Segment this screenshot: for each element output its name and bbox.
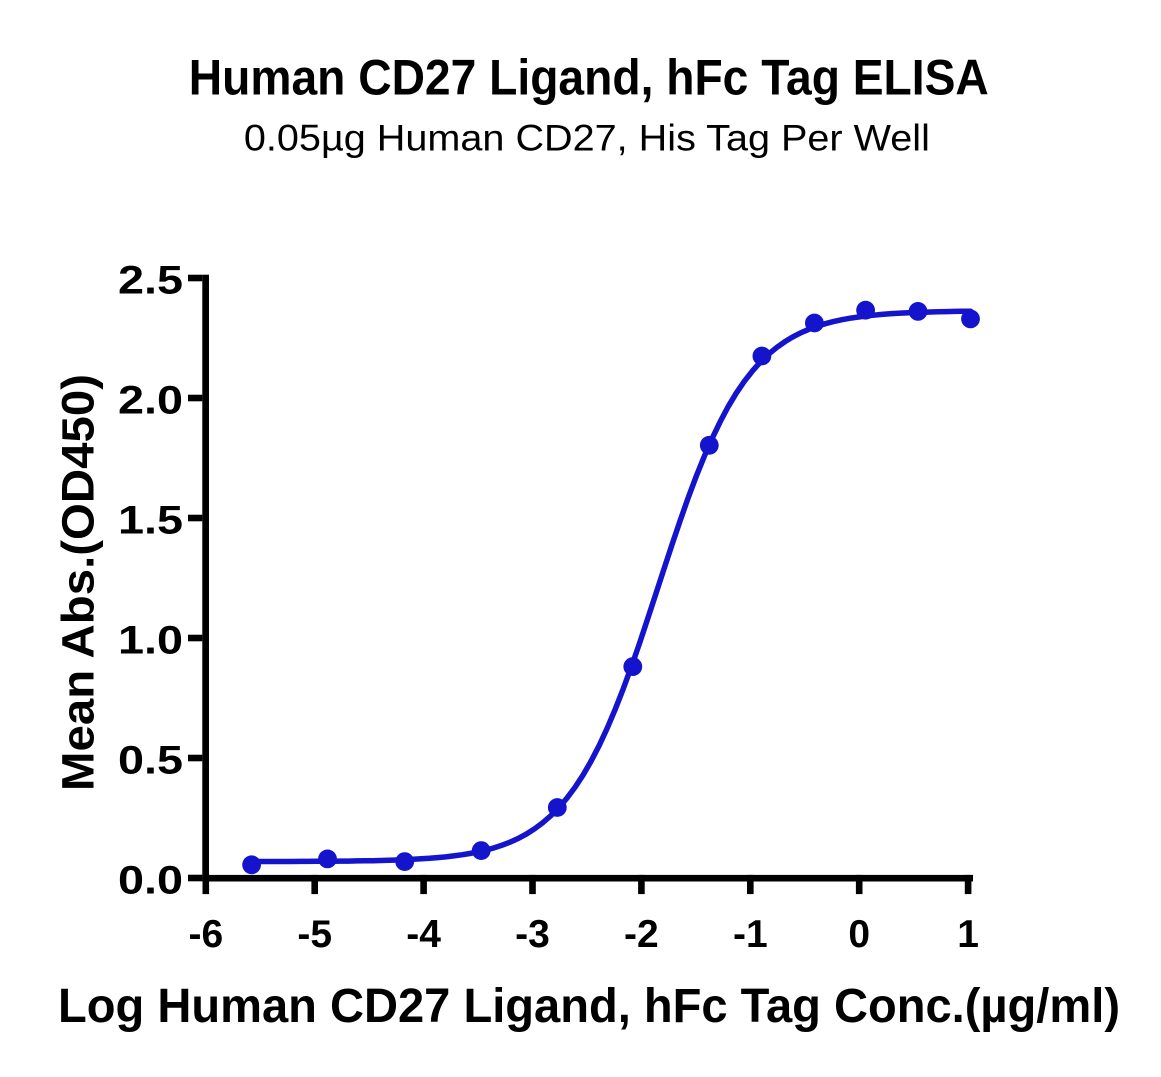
svg-text:1: 1 [957, 913, 979, 956]
svg-text:1.5: 1.5 [118, 499, 183, 543]
svg-text:Log Human CD27 Ligand, hFc Tag: Log Human CD27 Ligand, hFc Tag Conc.(µg/… [58, 980, 1120, 1033]
svg-text:-4: -4 [406, 913, 441, 956]
svg-text:-2: -2 [624, 913, 659, 956]
svg-text:Mean Abs.(OD450): Mean Abs.(OD450) [53, 374, 104, 791]
svg-text:-3: -3 [515, 913, 550, 956]
svg-text:0: 0 [848, 913, 870, 956]
svg-text:-1: -1 [733, 913, 768, 956]
svg-text:2.0: 2.0 [118, 379, 183, 423]
svg-text:-5: -5 [297, 913, 332, 956]
svg-text:Human CD27 Ligand, hFc Tag ELI: Human CD27 Ligand, hFc Tag ELISA [189, 50, 989, 106]
svg-text:0.0: 0.0 [118, 859, 183, 903]
svg-text:0.05µg Human CD27, His Tag Per: 0.05µg Human CD27, His Tag Per Well [244, 117, 930, 158]
svg-text:0.5: 0.5 [118, 739, 183, 783]
svg-text:2.5: 2.5 [118, 259, 183, 303]
svg-text:-6: -6 [188, 913, 223, 956]
svg-text:1.0: 1.0 [118, 619, 183, 663]
